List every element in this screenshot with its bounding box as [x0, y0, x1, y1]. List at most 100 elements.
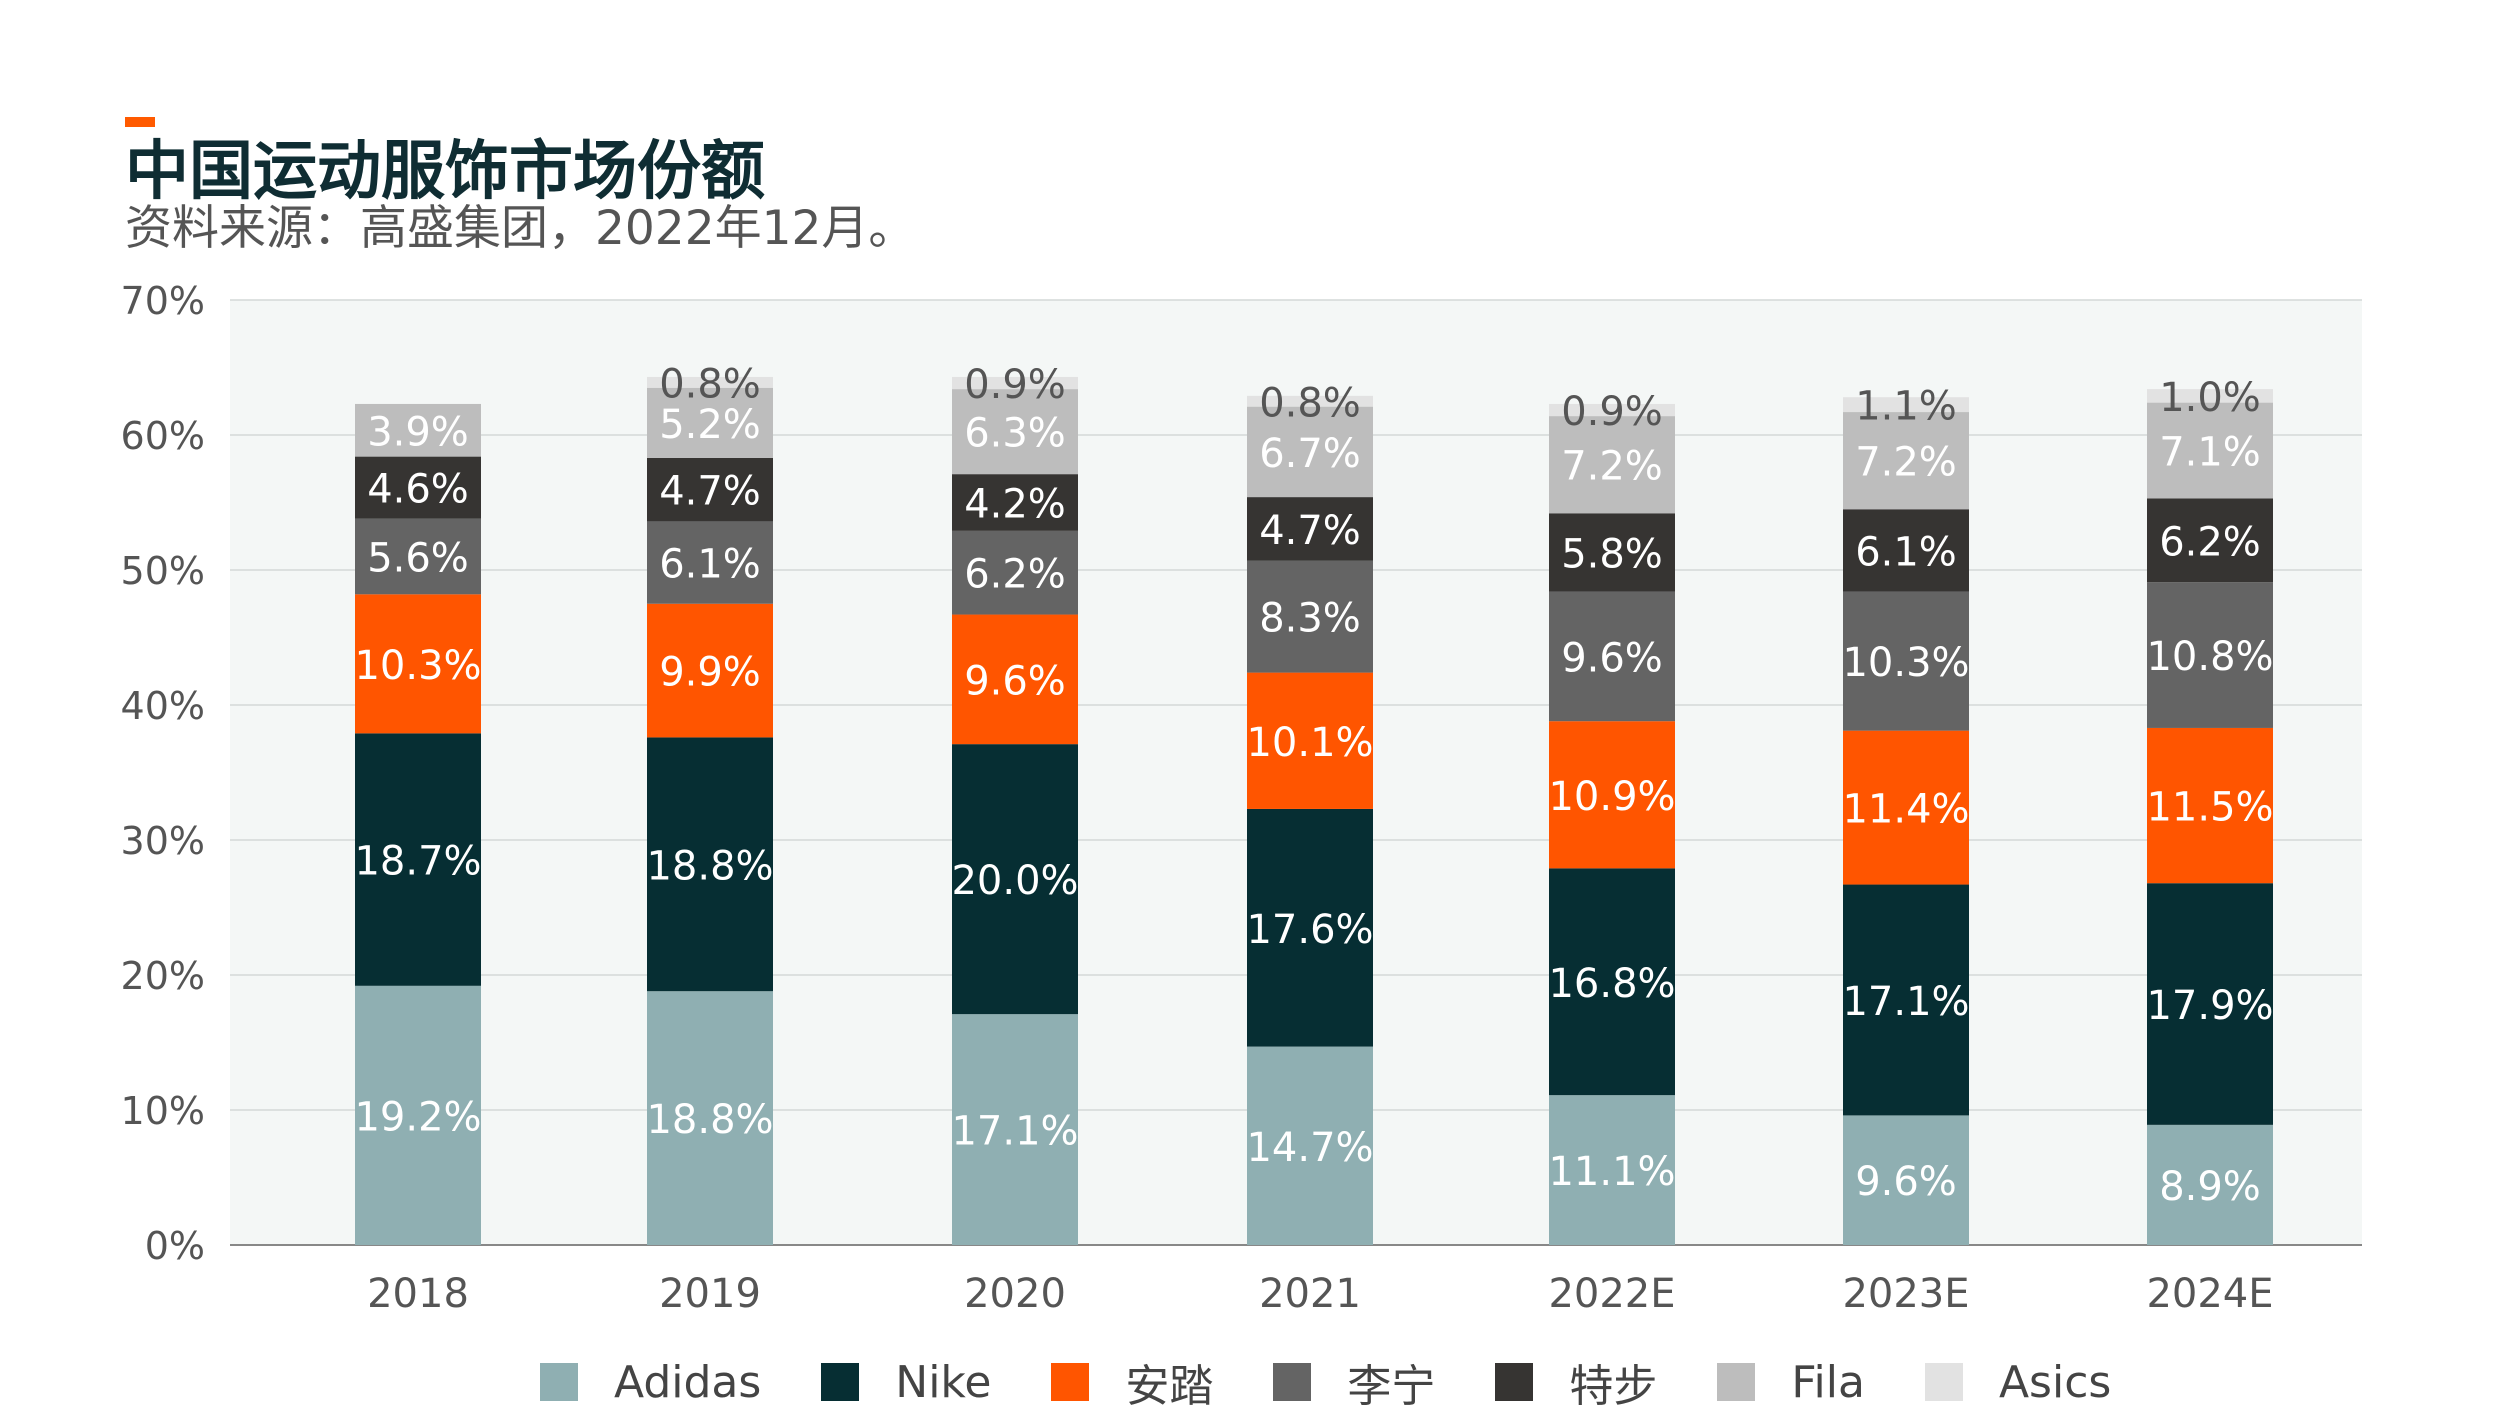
bar-data-label: 14.7%	[1246, 1125, 1373, 1171]
legend-label: Fila	[1791, 1356, 1865, 1408]
legend-swatch	[1051, 1363, 1090, 1401]
bar-segment	[1247, 560, 1373, 673]
bar-data-label: 0.8%	[1259, 380, 1361, 426]
bar-data-label: 11.5%	[2146, 785, 2273, 831]
bar-data-label: 19.2%	[354, 1094, 481, 1140]
bar-segment	[1843, 397, 1969, 413]
legend-item: Asics	[1924, 1357, 2111, 1408]
x-tick-label: 2023E	[1842, 1271, 1969, 1317]
bar-segment	[647, 457, 773, 522]
y-tick-label: 10%	[121, 1089, 205, 1133]
legend-label: 特步	[1569, 1361, 1658, 1412]
chart-legend: Adidas Nike 安踏 李宁 特步 Fila Asics	[540, 1350, 2171, 1414]
bar-data-label: 6.1%	[1855, 529, 1957, 575]
bar-data-label: 8.3%	[1259, 596, 1361, 642]
bar-data-label: 10.8%	[2146, 634, 2273, 680]
bar-data-label: 9.6%	[1561, 635, 1663, 681]
bar-segment	[1843, 730, 1969, 885]
bar-segment	[1247, 672, 1373, 809]
bar-segment	[1843, 509, 1969, 592]
bar-segment	[2147, 883, 2273, 1125]
bar-data-label: 8.9%	[2159, 1164, 2261, 1210]
bar-data-label: 7.1%	[2159, 430, 2261, 476]
bar-data-label: 20.0%	[951, 858, 1078, 904]
bar-segment	[1843, 1115, 1969, 1245]
bar-data-label: 17.1%	[1842, 979, 1969, 1025]
bar-segment	[647, 521, 773, 604]
bar-segment	[1549, 591, 1675, 722]
bar-data-label: 11.4%	[1842, 787, 1969, 833]
title-accent-bar	[125, 117, 155, 127]
bar-segment	[2147, 498, 2273, 583]
y-tick-label: 70%	[121, 279, 205, 323]
bar-data-label: 6.2%	[964, 552, 1066, 598]
bar-data-label: 10.1%	[1246, 720, 1373, 766]
bar-data-label: 3.9%	[367, 409, 469, 455]
bar-segment	[952, 376, 1078, 390]
bar-data-label: 1.0%	[2159, 375, 2261, 421]
bar-segment	[952, 389, 1078, 475]
legend-item: 特步	[1495, 1350, 1657, 1414]
legend-item: 安踏	[1051, 1350, 1213, 1414]
bar-segment	[1549, 1095, 1675, 1245]
bar-data-label: 9.9%	[659, 650, 761, 696]
bar-data-label: 5.8%	[1561, 531, 1663, 577]
x-tick-label: 2022E	[1548, 1271, 1675, 1317]
bar-data-label: 10.9%	[1548, 774, 1675, 820]
legend-swatch	[821, 1363, 860, 1401]
bar-data-label: 17.6%	[1246, 907, 1373, 953]
legend-label: 安踏	[1125, 1361, 1214, 1412]
bar-data-label: 10.3%	[1842, 640, 1969, 686]
bar-segment	[1843, 412, 1969, 510]
bar-segment	[1843, 591, 1969, 731]
legend-swatch	[1924, 1363, 1963, 1401]
bar-segment	[355, 456, 481, 519]
legend-swatch	[540, 1363, 578, 1401]
bar-segment	[1549, 721, 1675, 869]
bar-data-label: 6.1%	[659, 542, 761, 588]
bar-data-label: 18.8%	[646, 1097, 773, 1143]
bar-data-label: 7.2%	[1561, 444, 1663, 490]
bar-segment	[1247, 406, 1373, 498]
bar-data-label: 4.7%	[659, 469, 761, 515]
bar-segment	[647, 737, 773, 992]
bar-data-label: 9.6%	[964, 658, 1066, 704]
bar-data-label: 18.8%	[646, 843, 773, 889]
bar-segment	[355, 518, 481, 595]
bar-segment	[1247, 808, 1373, 1047]
y-tick-label: 60%	[121, 414, 205, 458]
bar-data-label: 7.2%	[1855, 440, 1957, 486]
bar-segment	[647, 387, 773, 458]
chart-title: 中国运动服饰市场份额	[125, 135, 765, 209]
bar-data-label: 17.1%	[951, 1109, 1078, 1155]
bar-data-label: 9.6%	[1855, 1159, 1957, 1205]
bar-data-label: 4.2%	[964, 482, 1066, 528]
bar-segment	[952, 530, 1078, 615]
bar-segment	[2147, 582, 2273, 728]
x-tick-label: 2018	[367, 1271, 469, 1317]
bar-data-label: 6.7%	[1259, 431, 1361, 477]
bar-data-label: 0.9%	[1561, 389, 1663, 435]
bar-data-label: 16.8%	[1548, 961, 1675, 1007]
bar-segment	[1549, 403, 1675, 417]
bar-data-label: 17.9%	[2146, 983, 2273, 1029]
bar-data-label: 6.3%	[964, 411, 1066, 457]
legend-label: Adidas	[614, 1356, 762, 1408]
bar-data-label: 10.3%	[354, 643, 481, 689]
bar-segment	[2147, 1124, 2273, 1245]
legend-item: Adidas	[540, 1357, 761, 1408]
bar-segment	[1549, 416, 1675, 514]
bar-data-label: 5.2%	[659, 402, 761, 448]
x-tick-label: 2020	[964, 1271, 1066, 1317]
legend-item: Fila	[1717, 1357, 1865, 1408]
y-tick-label: 50%	[121, 549, 205, 593]
bar-segment	[952, 744, 1078, 1015]
bar-data-label: 1.1%	[1855, 384, 1957, 430]
bar-data-label: 11.1%	[1548, 1149, 1675, 1195]
bar-segment	[1843, 884, 1969, 1116]
legend-swatch	[1495, 1363, 1534, 1401]
bar-segment	[647, 991, 773, 1245]
legend-swatch	[1273, 1363, 1312, 1401]
bar-segment	[1549, 868, 1675, 1096]
bar-segment	[1549, 513, 1675, 592]
